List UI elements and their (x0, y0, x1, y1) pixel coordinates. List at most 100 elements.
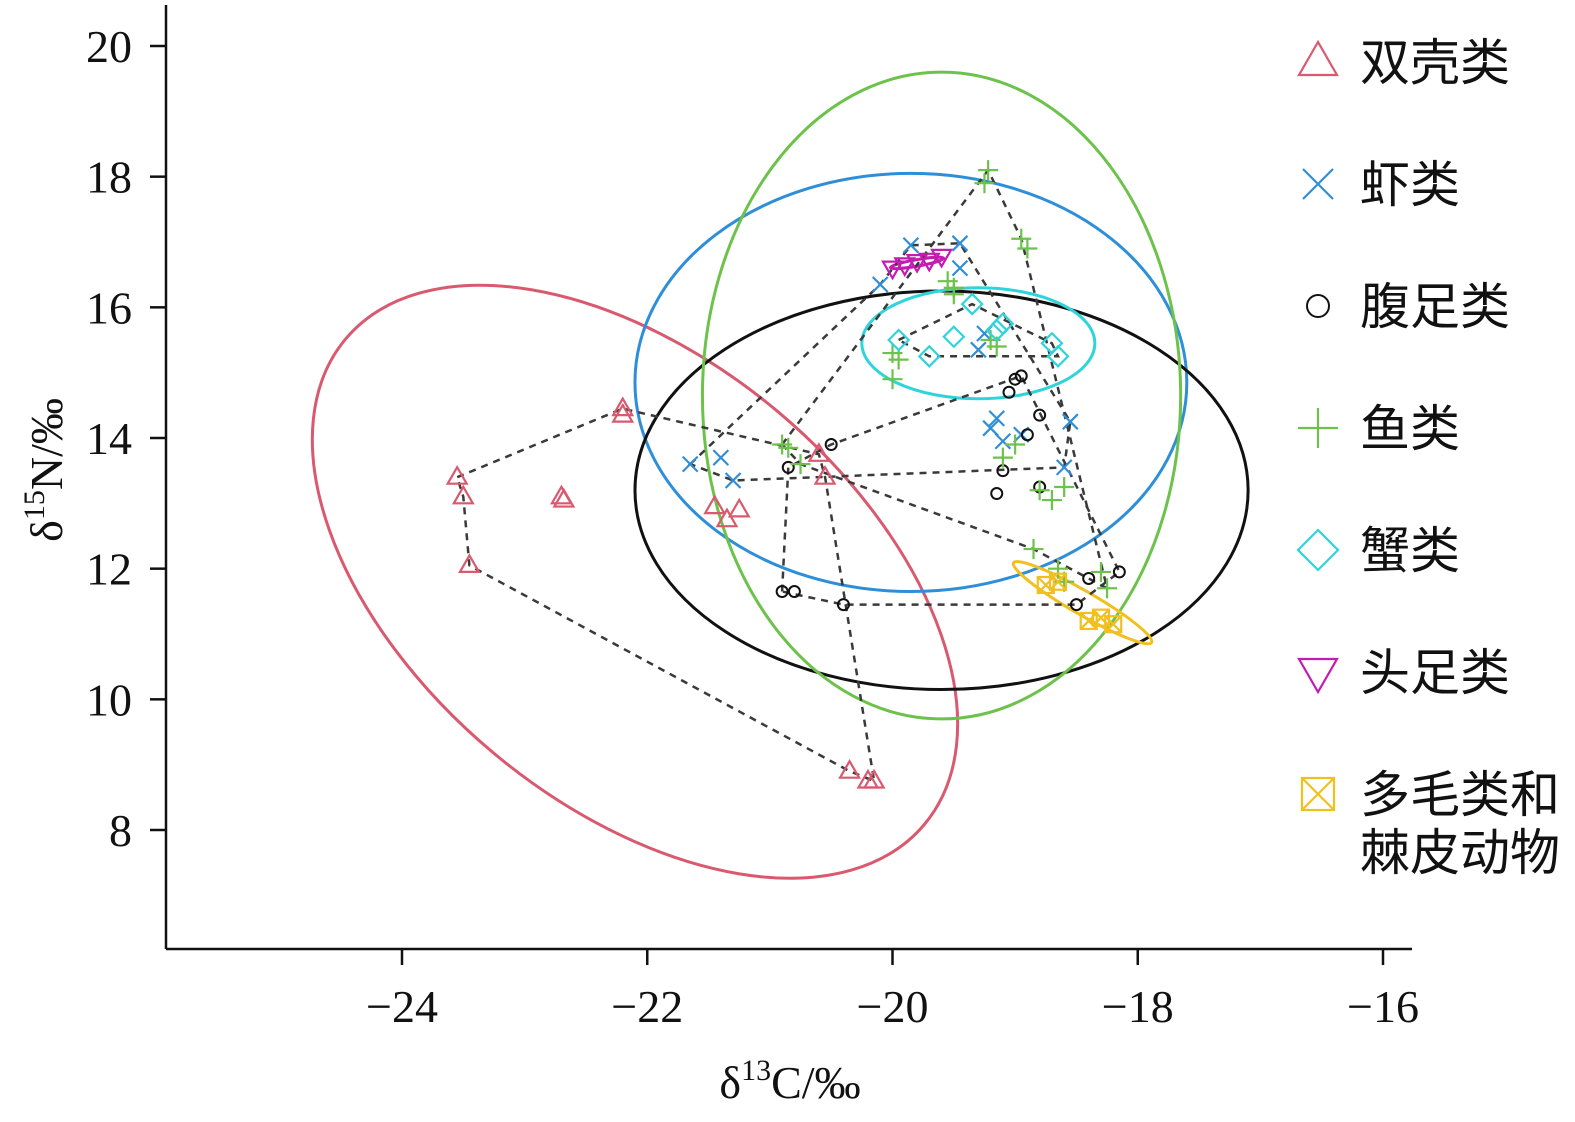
x-tick-label: −16 (1347, 981, 1419, 1032)
point-series-0 (451, 484, 475, 505)
point-series-0 (611, 396, 635, 417)
point-series-1 (712, 449, 730, 466)
point-series-6 (1048, 572, 1068, 591)
point-series-5 (881, 260, 904, 281)
point-series-2 (824, 438, 838, 452)
point-series-1 (951, 259, 969, 277)
legend-marker-3 (1298, 408, 1338, 448)
point-series-0 (838, 758, 861, 779)
x-tick-label: −20 (857, 981, 929, 1032)
convex-hulls (455, 167, 1121, 783)
point-series-0 (715, 507, 739, 528)
point-series-1 (871, 276, 889, 293)
point-series-2 (990, 487, 1004, 501)
point-series-2 (1082, 571, 1096, 585)
point-series-1 (988, 410, 1006, 427)
point-series-1 (970, 341, 987, 359)
ellipse-series-5 (888, 255, 946, 271)
point-series-1 (1062, 413, 1079, 430)
point-series-3 (1017, 238, 1038, 259)
point-series-0 (611, 402, 635, 423)
data-points (445, 160, 1126, 789)
point-series-4 (917, 344, 941, 368)
ellipse-series-4 (860, 286, 1097, 401)
y-ticks: 8 10 12 14 16 18 20 (86, 21, 166, 856)
hull-series-0 (455, 407, 876, 783)
point-series-1 (724, 472, 742, 489)
point-series-3 (1090, 561, 1111, 582)
point-series-2 (781, 460, 795, 474)
point-series-1 (982, 419, 999, 437)
legend-marker-0 (1297, 39, 1339, 77)
y-tick-label: 14 (86, 413, 132, 464)
point-series-3 (1041, 490, 1062, 511)
point-series-0 (703, 494, 727, 515)
point-series-1 (994, 432, 1012, 450)
x-axis-title: δ13C/‰ (719, 1054, 860, 1108)
point-series-3 (790, 454, 811, 475)
point-series-3 (992, 447, 1013, 468)
legend-marker-1 (1302, 168, 1334, 200)
confidence-ellipses (310, 70, 1250, 880)
point-series-2 (1008, 372, 1022, 386)
point-series-6 (1104, 615, 1123, 634)
point-series-3 (888, 349, 909, 370)
point-series-0 (458, 553, 481, 574)
y-axis-title: δ15N/‰ (18, 398, 72, 542)
point-series-0 (445, 464, 469, 485)
point-series-4 (887, 328, 911, 352)
legend-label-2: 腹足类 (1360, 278, 1510, 336)
y-tick-label: 20 (86, 21, 132, 72)
point-series-4 (960, 292, 984, 316)
point-series-3 (978, 160, 999, 181)
point-series-3 (943, 284, 964, 305)
y-tick-label: 18 (86, 152, 132, 203)
point-series-3 (974, 173, 995, 194)
y-tick-label: 10 (86, 674, 132, 725)
legend-marker-5 (1297, 657, 1339, 695)
legend-label-4: 蟹类 (1360, 522, 1460, 580)
point-series-2 (1033, 408, 1047, 422)
point-series-0 (813, 464, 837, 485)
legend-marker-4 (1296, 528, 1340, 572)
ellipse-series-0 (310, 283, 960, 880)
point-series-3 (1054, 477, 1075, 497)
hull-series-3 (780, 167, 1109, 591)
ellipse-series-3 (700, 70, 1183, 721)
point-series-0 (727, 497, 751, 518)
hull-series-2 (780, 374, 1121, 606)
axes (164, 5, 1412, 951)
point-series-2 (1002, 385, 1016, 399)
legend-label-1: 虾类 (1360, 156, 1460, 214)
legend-label-3: 鱼类 (1360, 400, 1460, 458)
point-series-2 (1014, 369, 1028, 383)
y-tick-label: 16 (86, 282, 132, 333)
x-tick-label: −22 (611, 981, 683, 1032)
point-series-5 (930, 248, 953, 269)
legend-marker-2 (1306, 294, 1330, 318)
legend-label-6: 多毛类和棘皮动物 (1360, 766, 1560, 882)
point-series-0 (552, 487, 576, 508)
point-series-4 (985, 318, 1009, 342)
point-series-3 (1005, 434, 1026, 455)
x-tick-label: −24 (366, 981, 438, 1032)
point-series-3 (1029, 480, 1050, 501)
ellipse-series-6 (1011, 560, 1154, 646)
point-series-3 (1097, 578, 1118, 599)
point-series-1 (1055, 459, 1073, 476)
point-series-5 (905, 254, 929, 274)
point-series-2 (1112, 565, 1126, 579)
point-series-1 (951, 235, 969, 252)
ellipse-series-1 (633, 171, 1189, 594)
ellipse-series-2 (633, 289, 1250, 692)
legend-label-0: 双壳类 (1360, 34, 1510, 92)
point-series-5 (893, 257, 917, 278)
point-series-1 (902, 236, 920, 254)
hull-series-4 (895, 302, 1060, 358)
point-series-0 (862, 768, 886, 789)
y-tick-label: 12 (86, 544, 132, 595)
point-series-1 (681, 455, 699, 473)
point-series-0 (807, 442, 831, 462)
